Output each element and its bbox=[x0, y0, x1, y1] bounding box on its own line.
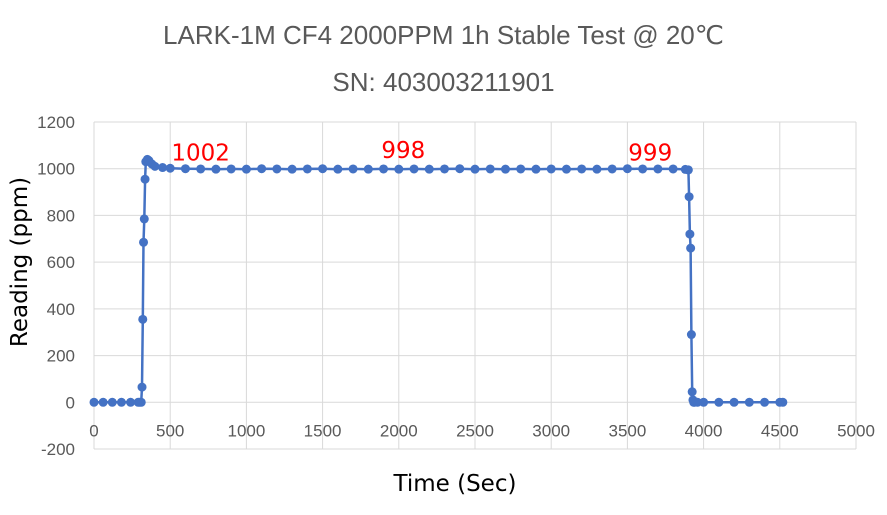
chart-subtitle: SN: 403003211901 bbox=[332, 67, 555, 97]
data-point bbox=[470, 164, 480, 174]
chart-title: LARK-1M CF4 2000PPM 1h Stable Test @ 20℃ bbox=[163, 20, 724, 50]
data-point bbox=[500, 164, 510, 174]
x-tick-label: 4000 bbox=[685, 421, 723, 440]
x-axis-title: Time (Sec) bbox=[393, 471, 517, 497]
y-tick-label: 1000 bbox=[37, 160, 75, 179]
data-series bbox=[89, 154, 788, 407]
data-point bbox=[136, 397, 146, 407]
data-point bbox=[318, 164, 328, 174]
data-point bbox=[89, 397, 99, 407]
data-point bbox=[107, 397, 117, 407]
data-point bbox=[302, 164, 312, 174]
y-tick-label: 1200 bbox=[37, 113, 75, 132]
data-point bbox=[180, 164, 190, 174]
data-point bbox=[139, 237, 149, 247]
y-tick-label: -200 bbox=[41, 440, 75, 459]
y-tick-label: 0 bbox=[66, 393, 75, 412]
data-point bbox=[348, 164, 358, 174]
data-point bbox=[687, 387, 697, 397]
data-point bbox=[165, 163, 175, 173]
data-point bbox=[138, 314, 148, 324]
x-tick-label: 2000 bbox=[380, 421, 418, 440]
data-point bbox=[363, 164, 373, 174]
x-tick-label: 5000 bbox=[837, 421, 875, 440]
x-tick-label: 3500 bbox=[608, 421, 646, 440]
data-point bbox=[126, 397, 136, 407]
data-label: 1002 bbox=[171, 141, 230, 167]
data-point bbox=[139, 214, 149, 224]
y-axis-title: Reading (ppm) bbox=[7, 177, 33, 347]
x-tick-label: 1500 bbox=[304, 421, 342, 440]
x-tick-label: 4500 bbox=[761, 421, 799, 440]
data-point bbox=[241, 164, 251, 174]
data-point bbox=[744, 397, 754, 407]
data-point bbox=[150, 161, 160, 171]
data-point bbox=[516, 164, 526, 174]
annotations: 1002 998 999 bbox=[171, 138, 672, 166]
series-line bbox=[94, 158, 783, 404]
x-tick-label: 2500 bbox=[456, 421, 494, 440]
data-point bbox=[685, 229, 695, 239]
data-point bbox=[561, 164, 571, 174]
data-point bbox=[158, 163, 168, 173]
data-point bbox=[424, 164, 434, 174]
data-point bbox=[531, 164, 541, 174]
data-point bbox=[699, 397, 709, 407]
data-point bbox=[409, 164, 419, 174]
data-point bbox=[196, 164, 206, 174]
y-tick-label: 800 bbox=[47, 206, 75, 225]
data-point bbox=[760, 397, 770, 407]
data-point bbox=[137, 382, 147, 392]
data-point bbox=[333, 164, 343, 174]
data-point bbox=[683, 165, 693, 175]
data-point bbox=[684, 192, 694, 202]
data-point bbox=[140, 174, 150, 184]
x-tick-label: 3000 bbox=[532, 421, 570, 440]
data-point bbox=[607, 164, 617, 174]
data-point bbox=[379, 164, 389, 174]
data-point bbox=[577, 164, 587, 174]
data-point bbox=[211, 164, 221, 174]
data-label: 998 bbox=[381, 138, 425, 164]
data-point bbox=[485, 164, 495, 174]
data-point bbox=[272, 164, 282, 174]
y-tick-label: 600 bbox=[47, 253, 75, 272]
data-point bbox=[287, 164, 297, 174]
x-tick-label: 500 bbox=[156, 421, 184, 440]
data-point bbox=[440, 164, 450, 174]
data-point bbox=[116, 397, 126, 407]
data-point bbox=[668, 164, 678, 174]
data-point bbox=[622, 164, 632, 174]
data-point bbox=[653, 164, 663, 174]
x-tick-label: 0 bbox=[89, 421, 98, 440]
data-point bbox=[778, 397, 788, 407]
tick-labels: -200 0 200 400 600 800 1000 1200 0 500 1000 1500 200… bbox=[37, 113, 875, 459]
y-tick-label: 200 bbox=[47, 347, 75, 366]
data-label: 999 bbox=[628, 141, 672, 167]
data-point bbox=[226, 164, 236, 174]
data-point bbox=[546, 164, 556, 174]
data-point bbox=[98, 397, 108, 407]
data-point bbox=[686, 330, 696, 340]
data-point bbox=[714, 397, 724, 407]
data-point bbox=[455, 164, 465, 174]
y-tick-label: 400 bbox=[47, 300, 75, 319]
data-point bbox=[729, 397, 739, 407]
data-point bbox=[394, 164, 404, 174]
data-point bbox=[638, 164, 648, 174]
data-point bbox=[592, 164, 602, 174]
x-tick-label: 1000 bbox=[227, 421, 265, 440]
data-point bbox=[686, 243, 696, 253]
data-point bbox=[257, 164, 267, 174]
